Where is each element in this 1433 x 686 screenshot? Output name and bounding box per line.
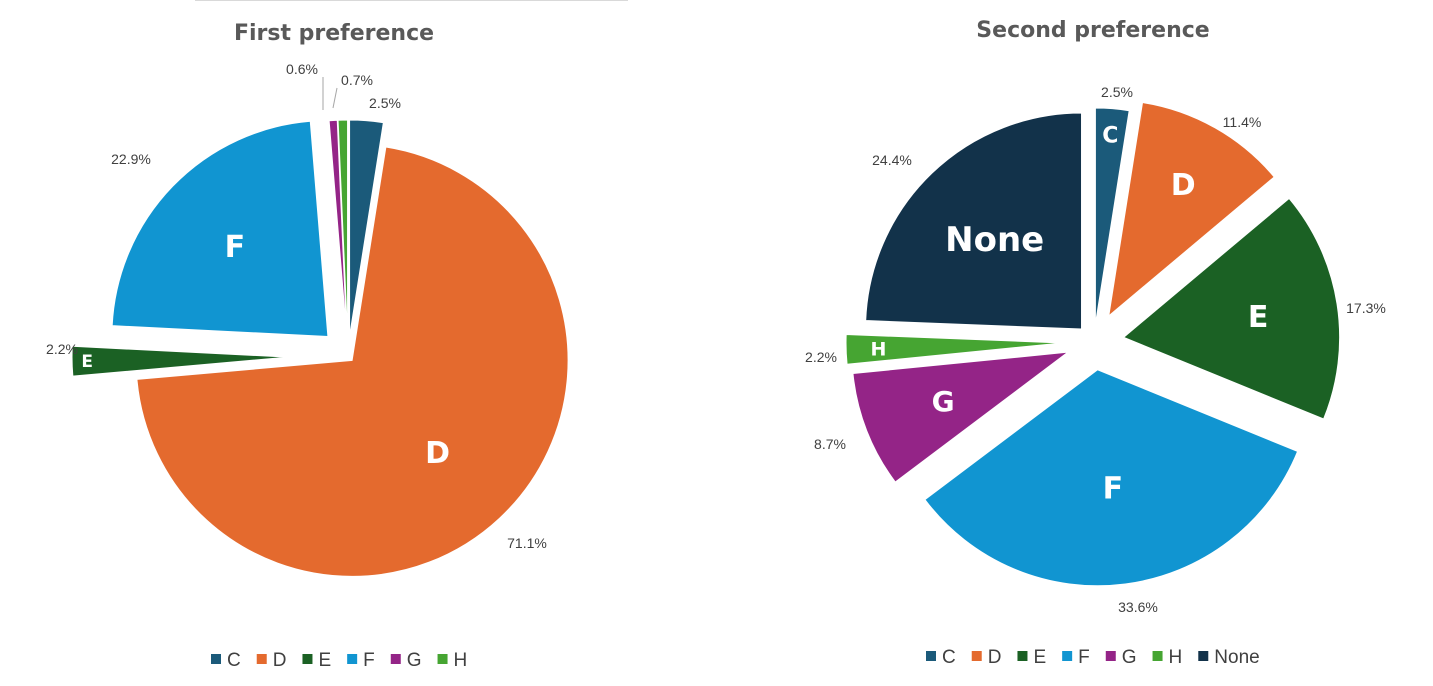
pie-slices (845, 101, 1341, 587)
pie-slice-d (136, 146, 569, 577)
legend-item-c: C (211, 650, 241, 671)
pie-slice-f (111, 120, 329, 338)
legend-label: D (988, 647, 1002, 668)
legend-label: E (318, 650, 331, 671)
legend-swatch (1062, 651, 1073, 661)
legend-item-h: H (1152, 647, 1183, 668)
legend-item-d: D (971, 647, 1002, 668)
pie-slice-h (337, 119, 349, 337)
slice-label-f: F (1103, 471, 1124, 506)
legend-item-e: E (1017, 647, 1046, 668)
legend-swatch (256, 654, 267, 664)
legend-swatch (211, 654, 221, 664)
value-label-none: 24.4% (872, 152, 912, 168)
slice-label-none: None (945, 220, 1044, 260)
value-label-h: 2.2% (805, 349, 837, 365)
slice-label-f: F (225, 230, 246, 265)
pie-slice-c (349, 119, 384, 337)
value-labels: 2.5% 11.4% 17.3% 33.6% 8.7% 2.2% 24.4% (805, 84, 1386, 615)
value-label-g: 8.7% (814, 436, 846, 452)
second-preference-chart: Second preference C D E F G H None 2.5% 11.4% 17… (805, 18, 1386, 668)
legend-label: C (227, 650, 241, 671)
value-label-h: 0.7% (341, 72, 373, 88)
legend-label: D (273, 650, 287, 671)
legend-label: None (1214, 647, 1259, 668)
value-label-e: 17.3% (1346, 300, 1386, 316)
legend-swatch (1105, 651, 1116, 661)
legend-label: G (1122, 647, 1137, 668)
legend-item-e: E (302, 650, 331, 671)
slice-label-d: D (1171, 168, 1196, 203)
first-preference-chart: First preference D E F 2.5% 71.1% 2.2% 22.9% 0… (46, 21, 569, 671)
value-labels: 2.5% 71.1% 2.2% 22.9% 0.6% 0.7% (46, 61, 547, 551)
legend-item-c: C (926, 647, 956, 668)
legend-item-h: H (437, 650, 468, 671)
legend-swatch (926, 651, 936, 661)
value-label-f: 33.6% (1118, 599, 1158, 615)
value-label-c: 2.5% (369, 95, 401, 111)
pie-slice-h (845, 333, 1063, 365)
value-label-f: 22.9% (111, 151, 151, 167)
legend-swatch (1017, 651, 1028, 661)
legend: C D E F G H (211, 650, 467, 671)
pie-slice-g (852, 351, 1070, 483)
pie-slice-none (865, 112, 1083, 330)
legend-label: H (1169, 647, 1183, 668)
slice-label-h: H (871, 338, 887, 360)
slice-labels: D E F (81, 230, 450, 471)
chart-title: First preference (234, 21, 434, 46)
legend-label: E (1033, 647, 1046, 668)
legend-swatch (1152, 651, 1163, 661)
slice-label-e: E (81, 352, 93, 372)
legend-item-d: D (256, 650, 287, 671)
slice-labels: C D E F G H None (871, 123, 1269, 506)
legend-label: H (454, 650, 468, 671)
legend-swatch (390, 654, 401, 664)
chart-title: Second preference (976, 18, 1209, 43)
legend-item-g: G (390, 650, 422, 671)
legend-swatch (1198, 651, 1209, 661)
legend-label: C (942, 647, 956, 668)
value-label-d: 11.4% (1223, 114, 1262, 130)
legend: C D E F G H None (926, 647, 1260, 668)
legend-item-none: None (1198, 647, 1260, 668)
pie-slice-e (71, 345, 289, 377)
legend-label: F (1078, 647, 1090, 668)
value-label-c: 2.5% (1101, 84, 1133, 100)
legend-swatch (347, 654, 358, 664)
legend-item-g: G (1105, 647, 1137, 668)
legend-label: F (363, 650, 375, 671)
legend-item-f: F (1062, 647, 1090, 668)
legend-item-f: F (347, 650, 375, 671)
value-label-e: 2.2% (46, 341, 78, 357)
pie-slice-d (1108, 101, 1275, 318)
pie-slice-f (924, 369, 1299, 587)
legend-swatch (437, 654, 448, 664)
legend-swatch (302, 654, 313, 664)
slice-label-e: E (1248, 300, 1269, 335)
value-label-d: 71.1% (507, 535, 547, 551)
slice-label-g: G (932, 385, 955, 418)
value-label-g: 0.6% (286, 61, 318, 77)
slice-label-c: C (1102, 123, 1118, 148)
legend-label: G (407, 650, 422, 671)
legend-swatch (971, 651, 982, 661)
pie-slices (71, 119, 569, 577)
pie-slice-c (1094, 107, 1130, 325)
slice-label-d: D (425, 436, 450, 471)
leader-line-h (332, 87, 338, 109)
pie-slice-e (1122, 197, 1341, 420)
pie-slice-g (328, 119, 348, 337)
